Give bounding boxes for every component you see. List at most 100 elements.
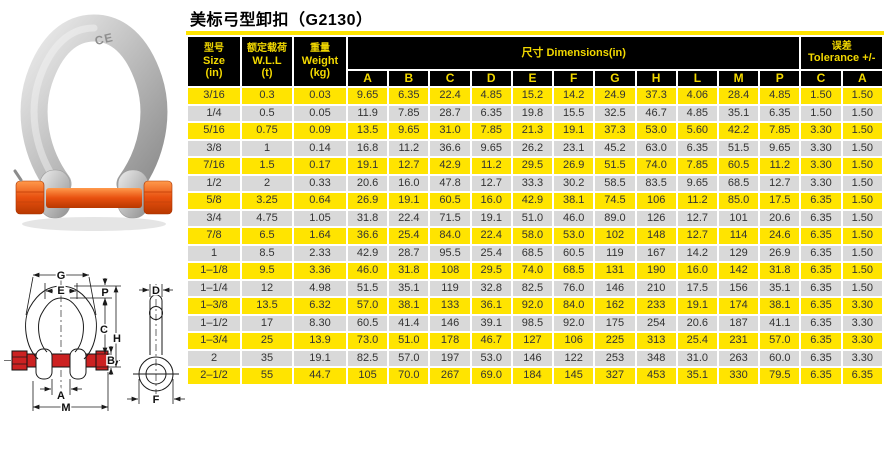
table-cell: 68.5 <box>554 263 594 279</box>
table-cell: 231 <box>718 333 759 349</box>
table-cell: 7/8 <box>188 228 240 244</box>
table-cell: 6.35 <box>801 333 841 349</box>
table-cell: 131 <box>595 263 635 279</box>
table-cell: 31.8 <box>348 210 388 226</box>
table-cell: 82.5 <box>348 350 388 366</box>
table-cell: 60.5 <box>348 315 388 331</box>
table-cell: 6.35 <box>801 350 841 366</box>
table-cell: 22.4 <box>430 88 470 104</box>
table-row: 2 35 19.1 82.5 57.0 197 53.0 146 122 253 348 31.0 26… <box>188 350 882 366</box>
table-cell: 101 <box>718 210 759 226</box>
table-cell: 45.2 <box>595 140 635 156</box>
table-cell: 51.5 <box>718 140 759 156</box>
table-cell: 1–3/8 <box>188 298 240 314</box>
table-cell: 84.0 <box>430 228 470 244</box>
side-pin-hole <box>149 306 163 320</box>
table-cell: 129 <box>718 245 759 261</box>
table-cell: 0.5 <box>242 105 292 121</box>
table-cell: 2.33 <box>294 245 346 261</box>
dim-letter: B <box>389 71 429 86</box>
table-cell: 1.50 <box>842 228 882 244</box>
table-cell: 6.35 <box>801 228 841 244</box>
table-cell: 1–1/8 <box>188 263 240 279</box>
table-cell: 225 <box>595 333 635 349</box>
table-cell: 11.2 <box>389 140 429 156</box>
table-cell: 3.30 <box>842 333 882 349</box>
page-title: 美标弓型卸扣（G2130） <box>190 12 373 29</box>
header-row-main: 型号 Size (in) 额定载荷 W.L.L (t) 重量 Weight (kg) 尺寸 … <box>188 37 882 86</box>
dim-label-c: C <box>100 324 108 336</box>
bow-inner-outline <box>38 297 84 353</box>
table-cell: 233 <box>636 298 676 314</box>
table-row: 5/16 0.75 0.09 13.5 9.65 31.0 7.85 21.3 19.1 37.3… <box>188 123 882 139</box>
table-cell: 9.65 <box>760 140 800 156</box>
dim-letter: A <box>348 71 388 86</box>
shackle-pin <box>46 188 142 208</box>
table-cell: 30.2 <box>554 175 594 191</box>
table-cell: 187 <box>718 315 759 331</box>
table-cell: 4.75 <box>242 210 292 226</box>
table-cell: 35.1 <box>677 368 717 384</box>
diagram-pin-left-nut <box>11 350 28 371</box>
table-cell: 19.1 <box>348 158 388 174</box>
table-cell: 92.0 <box>554 315 594 331</box>
table-cell: 55 <box>242 368 292 384</box>
table-cell: 7.85 <box>760 123 800 139</box>
table-cell: 1.50 <box>842 123 882 139</box>
table-cell: 68.5 <box>718 175 759 191</box>
table-cell: 142 <box>718 263 759 279</box>
table-cell: 68.5 <box>512 245 553 261</box>
table-cell: 19.8 <box>512 105 553 121</box>
table-cell: 60.5 <box>554 245 594 261</box>
table-cell: 74.0 <box>636 158 676 174</box>
dim-label-d: D <box>152 285 160 297</box>
table-cell: 79.5 <box>760 368 800 384</box>
dim-letter: P <box>760 71 800 86</box>
table-cell: 57.0 <box>348 298 388 314</box>
table-cell: 3.30 <box>801 158 841 174</box>
table-cell: 12.7 <box>471 175 511 191</box>
table-cell: 38.1 <box>389 298 429 314</box>
table-cell: 6.32 <box>294 298 346 314</box>
table-cell: 9.65 <box>389 123 429 139</box>
dim-label-e: E <box>57 285 64 297</box>
table-cell: 6.35 <box>389 88 429 104</box>
table-cell: 126 <box>636 210 676 226</box>
table-cell: 69.0 <box>471 368 511 384</box>
dim-letter: D <box>471 71 511 86</box>
dim-letter: M <box>718 71 759 86</box>
table-cell: 102 <box>595 228 635 244</box>
table-cell: 46.7 <box>636 105 676 121</box>
table-cell: 11.9 <box>348 105 388 121</box>
table-cell: 4.98 <box>294 280 346 296</box>
table-cell: 6.35 <box>471 105 511 121</box>
table-cell: 36.1 <box>471 298 511 314</box>
table-cell: 13.5 <box>242 298 292 314</box>
table-cell: 1.50 <box>842 210 882 226</box>
table-cell: 146 <box>595 280 635 296</box>
table-cell: 26.9 <box>554 158 594 174</box>
table-cell: 0.64 <box>294 193 346 209</box>
table-cell: 0.75 <box>242 123 292 139</box>
table-cell: 23.1 <box>554 140 594 156</box>
table-row: 1–3/8 13.5 6.32 57.0 38.1 133 36.1 92.0 84.0 162 2… <box>188 298 882 314</box>
table-cell: 1.50 <box>801 88 841 104</box>
table-cell: 74.0 <box>512 263 553 279</box>
dim-label-b: B <box>107 355 115 367</box>
table-cell: 17.5 <box>677 280 717 296</box>
table-cell: 3/4 <box>188 210 240 226</box>
table-cell: 6.35 <box>801 280 841 296</box>
table-cell: 263 <box>718 350 759 366</box>
table-cell: 453 <box>636 368 676 384</box>
table-cell: 156 <box>718 280 759 296</box>
table-cell: 3.36 <box>294 263 346 279</box>
table-cell: 254 <box>636 315 676 331</box>
table-cell: 26.9 <box>348 193 388 209</box>
spec-table-wrap: 型号 Size (in) 额定载荷 W.L.L (t) 重量 Weight (kg) 尺寸 … <box>186 31 884 386</box>
table-cell: 12 <box>242 280 292 296</box>
table-cell: 36.6 <box>348 228 388 244</box>
table-cell: 105 <box>348 368 388 384</box>
table-cell: 53.0 <box>471 350 511 366</box>
table-cell: 167 <box>636 245 676 261</box>
table-cell: 1.50 <box>842 175 882 191</box>
